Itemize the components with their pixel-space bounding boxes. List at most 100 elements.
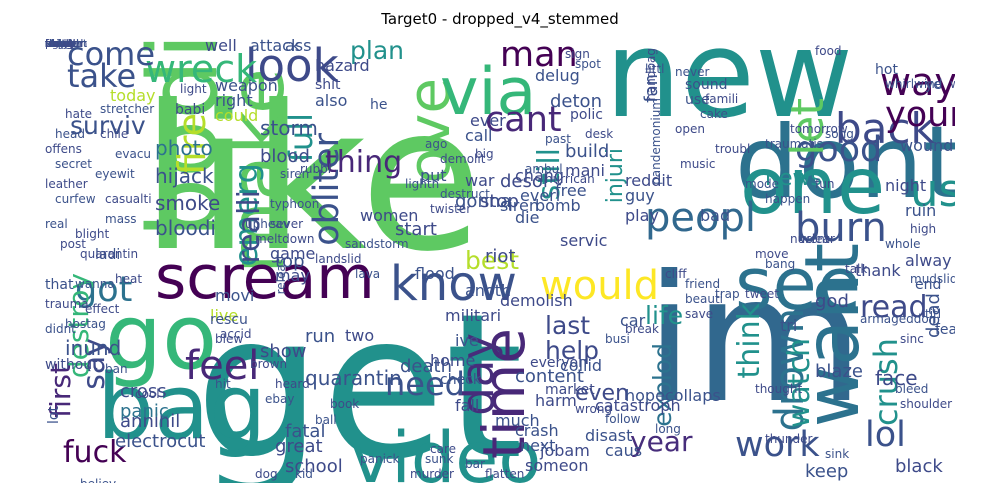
word-cloud-word: bad bbox=[700, 206, 731, 225]
word-cloud-word: know bbox=[390, 256, 517, 312]
word-cloud-word: littl bbox=[645, 62, 665, 76]
word-cloud-word: everyth bbox=[45, 38, 88, 50]
word-cloud-word: book bbox=[330, 397, 360, 411]
word-cloud-word: sound bbox=[685, 77, 728, 93]
word-cloud-word: home bbox=[430, 351, 476, 370]
word-cloud-word: peopl bbox=[645, 195, 756, 241]
word-cloud-word: us bbox=[910, 164, 955, 217]
word-cloud-word: militari bbox=[445, 306, 502, 325]
word-cloud-word: check bbox=[440, 372, 481, 388]
word-cloud: like get im new bodi dont make bag video scream go… bbox=[45, 38, 955, 483]
word-cloud-word: fear bbox=[935, 322, 955, 338]
word-cloud-word: bag bbox=[97, 355, 267, 460]
word-cloud-word: leather bbox=[45, 177, 88, 191]
word-cloud-word: ive bbox=[455, 331, 479, 350]
word-cloud-word: troubl bbox=[715, 142, 751, 156]
word-cloud-word: annihil bbox=[120, 411, 181, 432]
word-cloud-word: show bbox=[260, 341, 307, 362]
word-cloud-word: high bbox=[910, 222, 937, 236]
word-cloud-word: anoth bbox=[465, 281, 512, 300]
word-cloud-word: ruin bbox=[905, 201, 937, 220]
word-cloud-word: set bbox=[45, 38, 62, 50]
word-cloud-word: weapon bbox=[215, 76, 278, 95]
word-cloud-word: song bbox=[825, 127, 854, 141]
word-cloud-word: chang bbox=[515, 166, 565, 185]
word-cloud-word: evacu bbox=[115, 147, 152, 161]
word-cloud-word: brown bbox=[250, 357, 288, 371]
word-cloud-word: offens bbox=[45, 142, 82, 156]
word-cloud-word: bridg bbox=[45, 38, 74, 50]
word-cloud-word: video bbox=[350, 417, 542, 483]
word-cloud-word: also bbox=[315, 91, 348, 110]
word-cloud-word: war bbox=[465, 171, 495, 190]
word-cloud-word: life bbox=[645, 301, 684, 330]
word-cloud-word: hour bbox=[45, 38, 71, 50]
word-cloud-word: busi bbox=[605, 332, 630, 346]
word-cloud-word: start bbox=[395, 219, 437, 240]
word-cloud-word: heat bbox=[115, 272, 143, 286]
word-cloud-word: friend bbox=[685, 277, 721, 291]
word-cloud-word: see bbox=[735, 242, 862, 326]
word-cloud-word: stand bbox=[45, 38, 76, 50]
figure-title: Target0 - dropped_v4_stemmed bbox=[381, 10, 619, 28]
word-cloud-word: beauti bbox=[685, 292, 723, 306]
word-cloud-word: blew bbox=[215, 332, 244, 346]
word-cloud-word: stretcher bbox=[100, 102, 155, 116]
word-cloud-word: trauma bbox=[45, 297, 89, 311]
word-cloud-word: everyon bbox=[530, 355, 587, 371]
word-cloud-word: disast bbox=[585, 426, 633, 445]
word-cloud-word: kid bbox=[295, 467, 313, 481]
word-cloud-word: im bbox=[645, 239, 865, 442]
word-cloud-word: ambul bbox=[525, 162, 563, 176]
word-cloud-word: much bbox=[495, 411, 540, 430]
word-cloud-word: happen bbox=[765, 192, 811, 206]
word-cloud-word: mode bbox=[745, 177, 780, 191]
word-cloud-word: put bbox=[420, 166, 447, 185]
word-cloud-word: death bbox=[400, 356, 452, 377]
word-cloud-word: actual bbox=[45, 38, 79, 50]
word-cloud-word: best bbox=[465, 246, 520, 275]
word-cloud-word: fun bbox=[815, 177, 835, 191]
word-cloud-word: blight bbox=[75, 227, 110, 241]
word-cloud-word: pandemonium bbox=[649, 98, 663, 185]
word-cloud-word: blood bbox=[260, 146, 310, 167]
word-cloud-word: ebay bbox=[265, 392, 295, 406]
word-cloud-word: wreck bbox=[145, 47, 258, 91]
word-cloud-word: thing bbox=[325, 145, 403, 180]
word-cloud-word: traumatis bbox=[765, 137, 823, 151]
word-cloud-word: blaze bbox=[815, 361, 863, 382]
word-cloud-word: post bbox=[60, 237, 86, 251]
word-cloud-word: upheav bbox=[245, 217, 290, 231]
word-cloud-word: jobam bbox=[540, 441, 590, 460]
word-cloud-word: come bbox=[67, 38, 156, 73]
word-cloud-word: deton bbox=[550, 91, 602, 112]
word-cloud-word: real bbox=[45, 217, 68, 231]
word-cloud-word: follow bbox=[605, 412, 641, 426]
word-cloud-word: live bbox=[210, 306, 239, 325]
word-cloud-word: tri bbox=[780, 316, 798, 335]
word-cloud-word: state bbox=[45, 38, 73, 50]
word-cloud-word: whirlwind bbox=[885, 77, 943, 91]
word-cloud-word: ever bbox=[470, 111, 506, 130]
word-cloud-word: last bbox=[545, 311, 591, 340]
word-cloud-word: heard bbox=[275, 377, 310, 391]
word-cloud-word: stop bbox=[480, 191, 519, 212]
word-cloud-word: man bbox=[500, 38, 578, 75]
word-cloud-word: desol bbox=[500, 171, 548, 192]
word-cloud-word: year bbox=[630, 425, 693, 458]
word-cloud-word: trap bbox=[715, 287, 740, 301]
word-cloud-word: accid bbox=[220, 327, 252, 341]
word-cloud-word: titl bbox=[925, 307, 942, 321]
word-cloud-word: cross bbox=[120, 381, 167, 402]
word-cloud-word: support bbox=[45, 38, 88, 50]
word-cloud-word: famili bbox=[705, 92, 739, 106]
word-cloud-word: man bbox=[45, 38, 70, 50]
word-cloud-word: never bbox=[675, 65, 710, 79]
word-cloud-word: without bbox=[45, 357, 98, 373]
word-cloud-word: one bbox=[740, 142, 886, 232]
word-cloud-word: flood bbox=[415, 264, 455, 283]
word-cloud-word: wrong bbox=[575, 402, 613, 416]
word-cloud-word: ban bbox=[105, 362, 128, 376]
word-cloud-word: issu bbox=[45, 38, 67, 50]
word-cloud-word: forest bbox=[45, 38, 77, 50]
